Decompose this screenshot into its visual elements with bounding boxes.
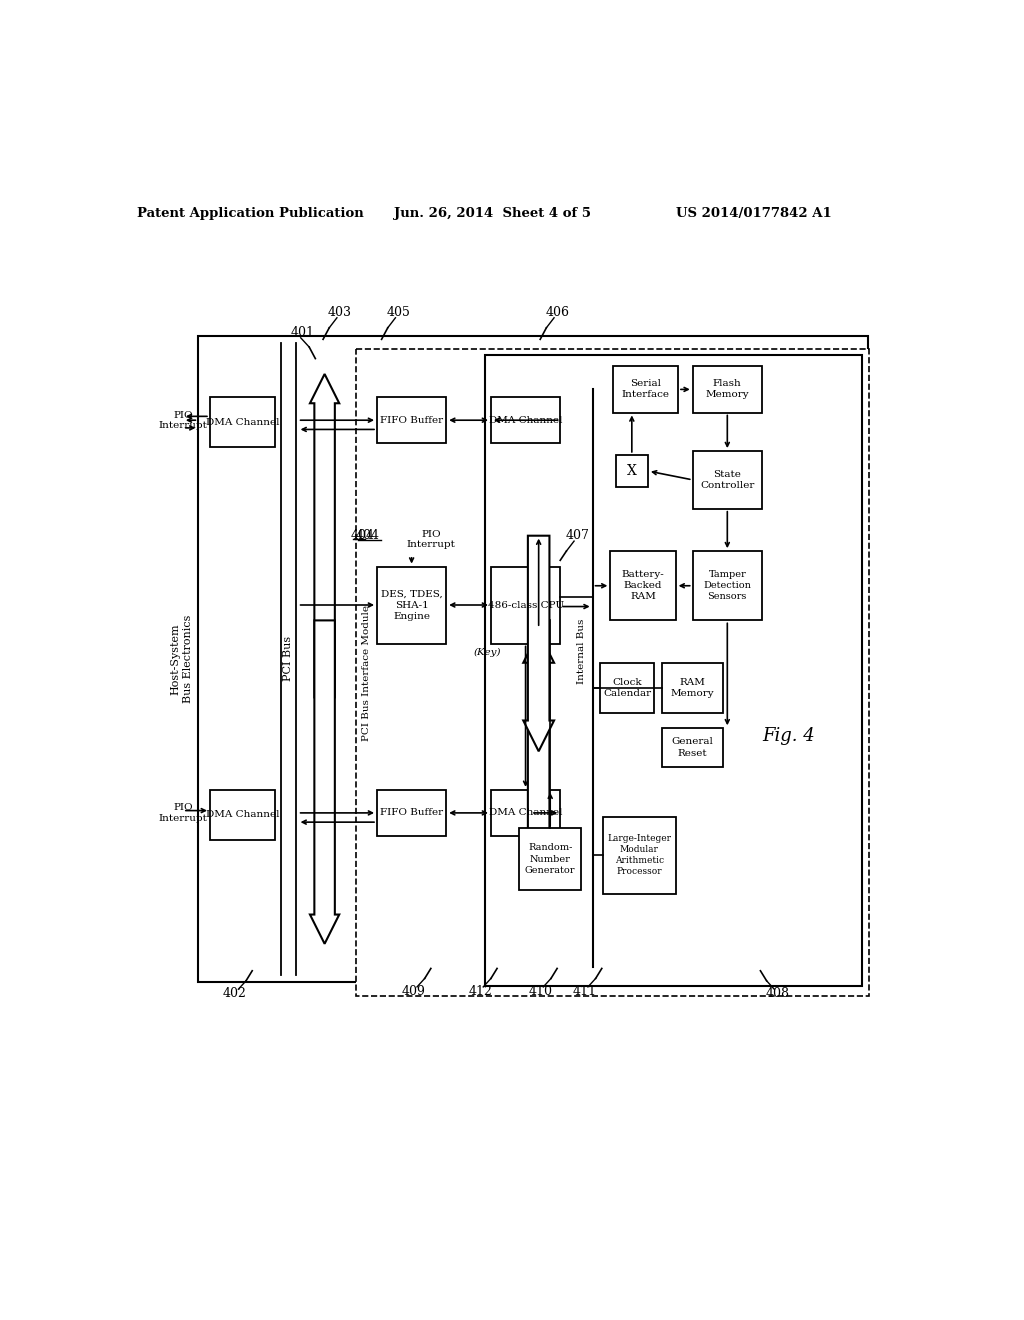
Polygon shape [310, 620, 339, 944]
Bar [519, 829, 581, 890]
Bar [490, 397, 560, 444]
Polygon shape [523, 536, 554, 751]
Text: 402: 402 [222, 987, 247, 1001]
Text: 404: 404 [355, 529, 380, 543]
Text: Host-System
Bus Electronics: Host-System Bus Electronics [170, 615, 193, 704]
Bar [602, 817, 676, 894]
Text: 403: 403 [328, 306, 352, 319]
Bar [615, 455, 648, 487]
Text: Battery-
Backed
RAM: Battery- Backed RAM [622, 570, 665, 602]
Text: Random-
Number
Generator: Random- Number Generator [525, 843, 575, 875]
Text: Jun. 26, 2014  Sheet 4 of 5: Jun. 26, 2014 Sheet 4 of 5 [394, 207, 591, 220]
Bar [692, 552, 762, 620]
Text: DMA Channel: DMA Channel [206, 810, 280, 820]
Bar [662, 729, 724, 767]
Text: Tamper
Detection
Sensors: Tamper Detection Sensors [703, 570, 752, 602]
Text: PIO
Interrupt: PIO Interrupt [407, 529, 456, 549]
Text: Internal Bus: Internal Bus [577, 619, 586, 684]
Bar [490, 566, 560, 644]
Text: Fig. 4: Fig. 4 [763, 727, 815, 744]
Bar [692, 367, 762, 413]
Text: RAM
Memory: RAM Memory [671, 677, 715, 698]
Bar [377, 789, 446, 836]
Text: 411: 411 [572, 985, 597, 998]
Text: Patent Application Publication: Patent Application Publication [136, 207, 364, 220]
Bar [377, 566, 446, 644]
Text: 408: 408 [765, 987, 790, 1001]
Text: 410: 410 [528, 985, 552, 998]
Text: 405: 405 [387, 306, 411, 319]
Text: US 2014/0177842 A1: US 2014/0177842 A1 [677, 207, 833, 220]
Text: 409: 409 [402, 985, 426, 998]
Text: PIO
Interrupt: PIO Interrupt [159, 411, 207, 430]
Text: FIFO Buffer: FIFO Buffer [380, 808, 443, 817]
Text: PCI Bus Interface Module: PCI Bus Interface Module [362, 605, 372, 741]
Text: Large-Integer
Modular
Arithmetic
Processor: Large-Integer Modular Arithmetic Process… [607, 834, 671, 876]
Bar [210, 789, 275, 840]
Text: PCI Bus: PCI Bus [284, 636, 294, 681]
Polygon shape [310, 374, 339, 697]
Text: State
Controller: State Controller [700, 470, 755, 490]
Text: FIFO Buffer: FIFO Buffer [380, 416, 443, 425]
Bar [377, 397, 446, 444]
Text: Flash
Memory: Flash Memory [706, 379, 750, 400]
Text: 407: 407 [565, 529, 589, 543]
Text: Serial
Interface: Serial Interface [622, 379, 670, 400]
Text: Clock
Calendar: Clock Calendar [603, 677, 651, 698]
Text: DMA Channel: DMA Channel [206, 417, 280, 426]
Bar [210, 397, 275, 447]
Text: PIO
Interrupt: PIO Interrupt [159, 803, 207, 822]
Text: (Key): (Key) [473, 648, 501, 657]
Bar [692, 451, 762, 508]
Text: DMA Channel: DMA Channel [488, 416, 562, 425]
Text: X: X [627, 465, 637, 478]
Bar [490, 789, 560, 836]
Text: General
Reset: General Reset [672, 738, 714, 758]
Bar [600, 663, 654, 713]
Text: 406: 406 [545, 306, 569, 319]
Bar [610, 552, 676, 620]
Text: 404: 404 [350, 529, 375, 543]
Polygon shape [523, 632, 554, 847]
Bar [484, 355, 862, 986]
Bar [612, 367, 678, 413]
Bar [662, 663, 724, 713]
Text: 401: 401 [291, 326, 315, 339]
Bar [356, 350, 869, 997]
Bar [199, 335, 868, 982]
Text: 412: 412 [468, 985, 493, 998]
Text: 486-class CPU: 486-class CPU [487, 601, 563, 610]
Text: DMA Channel: DMA Channel [488, 808, 562, 817]
Text: DES, TDES,
SHA-1
Engine: DES, TDES, SHA-1 Engine [381, 590, 442, 620]
